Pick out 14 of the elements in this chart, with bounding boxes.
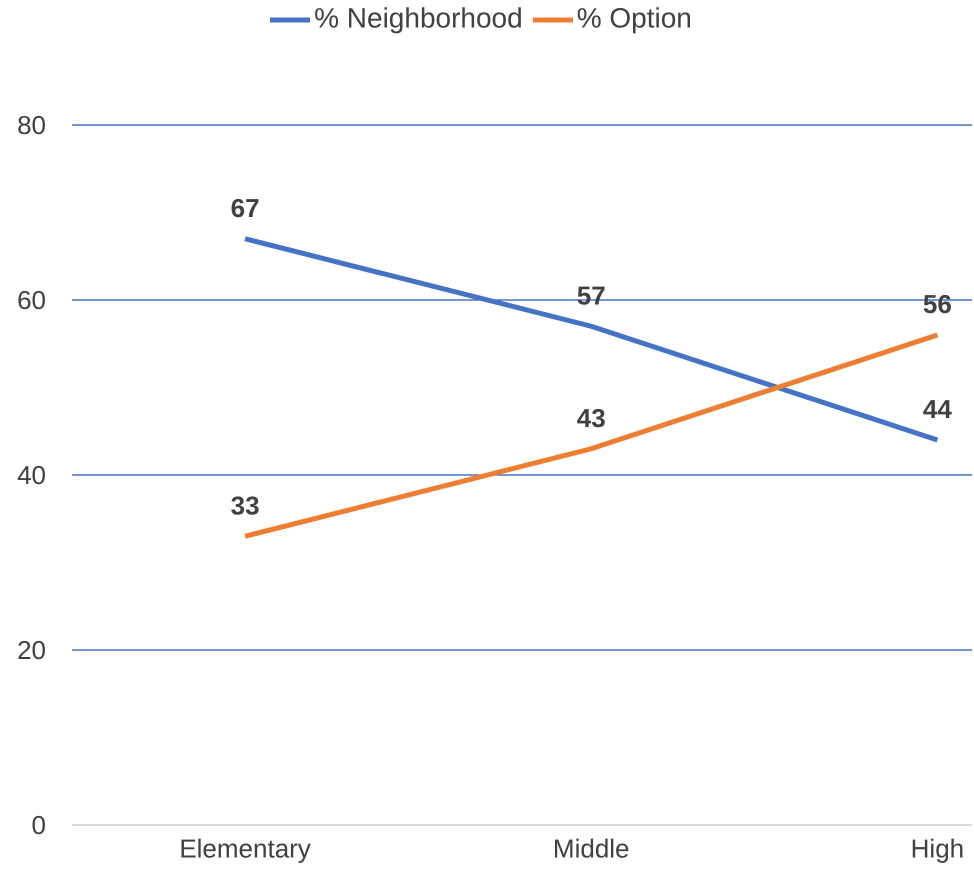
- y-tick-label: 60: [17, 285, 46, 316]
- x-tick-label: High: [910, 833, 964, 864]
- y-tick-label: 20: [17, 635, 46, 666]
- y-tick-label: 40: [17, 460, 46, 490]
- data-label: 43: [576, 402, 606, 433]
- y-tick-label: 80: [17, 110, 46, 140]
- x-tick-label: Elementary: [179, 833, 311, 864]
- legend-label: % Option: [576, 2, 692, 34]
- data-label: 33: [230, 490, 260, 520]
- data-label: 44: [922, 394, 952, 424]
- x-tick-label: Middle: [552, 833, 630, 864]
- data-label: 67: [230, 192, 260, 223]
- legend-label: % Neighborhood: [314, 2, 523, 34]
- y-tick-label: 0: [32, 810, 46, 840]
